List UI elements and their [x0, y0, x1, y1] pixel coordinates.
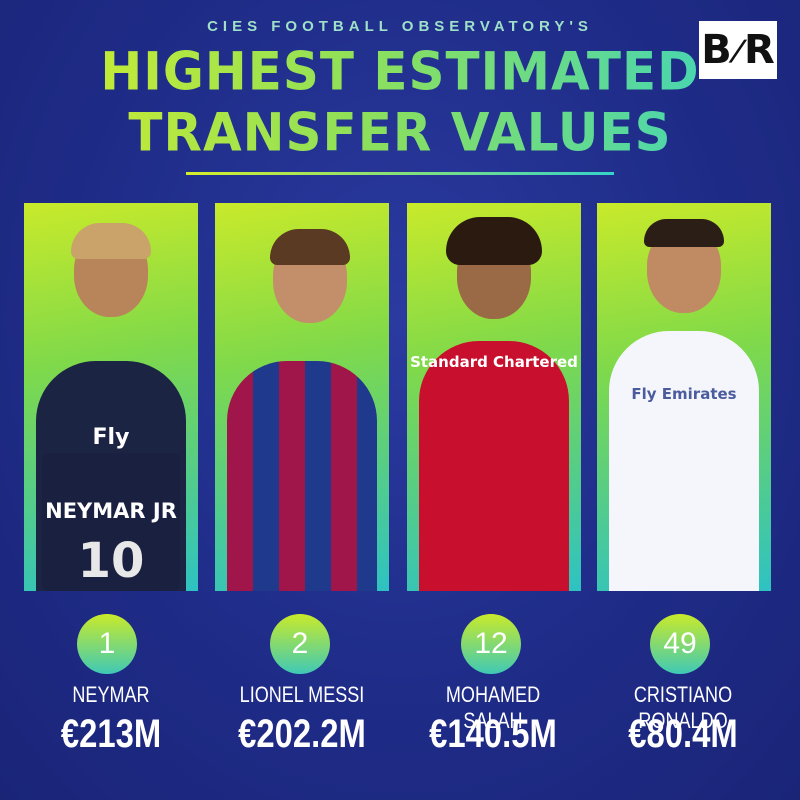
player-card-neymar: Fly NEYMAR JR 10: [24, 203, 198, 591]
player-photo-salah: Standard Chartered: [407, 203, 581, 591]
neymar-hair: [71, 223, 151, 259]
rank-badge-ronaldo: 49: [650, 614, 710, 674]
messi-hair: [270, 229, 350, 265]
rank-badge-messi: 2: [270, 614, 330, 674]
neymar-sponsor: Fly: [92, 425, 130, 450]
player-card-ronaldo: Fly Emirates: [597, 203, 771, 591]
rank-badge-neymar: 1: [77, 614, 137, 674]
player-photo-neymar: Fly NEYMAR JR 10: [24, 203, 198, 591]
neymar-shirt-number: 10: [77, 533, 145, 589]
player-value-salah: €140.5M: [429, 712, 557, 756]
title-underline: [186, 172, 614, 175]
rank-badge-salah: 12: [461, 614, 521, 674]
logo-letter-r: R: [743, 27, 775, 73]
player-card-salah: Standard Chartered: [407, 203, 581, 591]
br-logo: B / R: [699, 21, 777, 79]
ronaldo-jersey: [609, 331, 759, 591]
subtitle: CIES FOOTBALL OBSERVATORY'S: [207, 18, 593, 35]
player-photo-messi: [215, 203, 389, 591]
player-photo-ronaldo: Fly Emirates: [597, 203, 771, 591]
neymar-held-shirt: [42, 453, 180, 591]
player-name-ronaldo: CRISTIANO RONALDO: [633, 682, 733, 733]
player-name-messi: LIONEL MESSI: [239, 682, 365, 707]
salah-hair: [446, 217, 542, 265]
messi-jersey: [227, 361, 377, 591]
player-value-ronaldo: €80.4M: [628, 712, 738, 756]
player-card-messi: [215, 203, 389, 591]
neymar-shirt-name: NEYMAR JR: [45, 499, 177, 523]
player-value-messi: €202.2M: [238, 712, 366, 756]
ronaldo-hair: [644, 219, 724, 247]
page-title: HIGHEST ESTIMATED TRANSFER VALUES: [0, 41, 800, 163]
player-value-neymar: €213M: [60, 712, 162, 756]
ronaldo-sponsor: Fly Emirates: [631, 385, 737, 403]
title-line-2: TRANSFER VALUES: [128, 102, 672, 163]
player-name-neymar: NEYMAR: [72, 682, 150, 707]
player-name-salah: MOHAMED SALAH: [445, 682, 541, 733]
salah-jersey: [419, 341, 569, 591]
title-line-1: HIGHEST ESTIMATED: [100, 41, 700, 102]
salah-sponsor: Standard Chartered: [410, 353, 578, 371]
logo-letter-b: B: [701, 27, 732, 73]
